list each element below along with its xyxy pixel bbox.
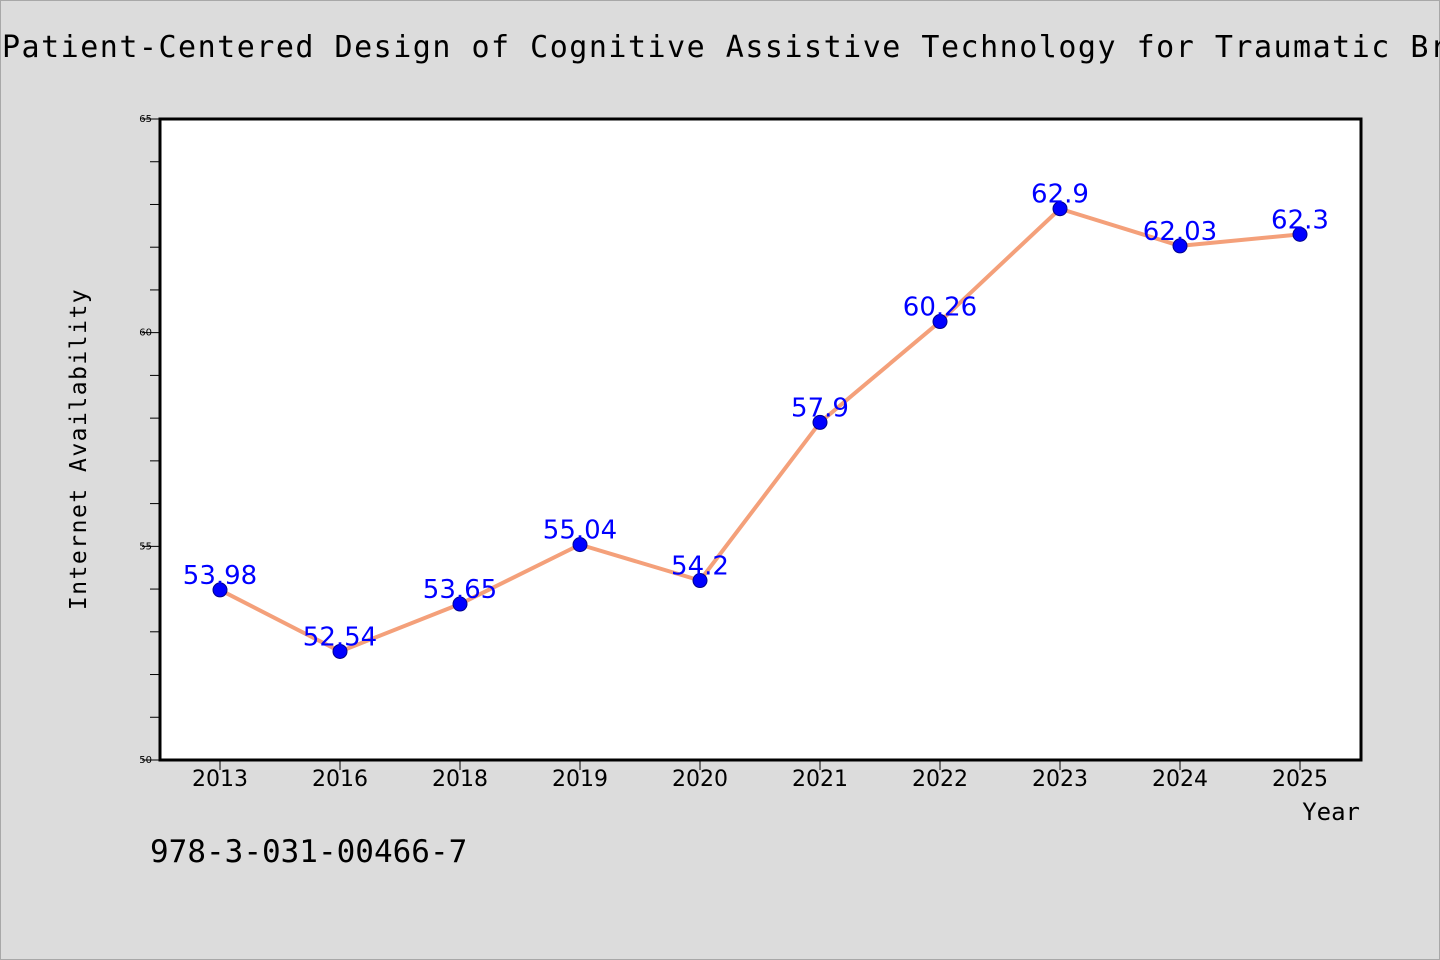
x-tick-label: 2020: [672, 767, 728, 792]
x-axis-label: Year: [1302, 798, 1360, 826]
data-label: 60.26: [903, 293, 977, 323]
data-label: 54.2: [671, 552, 729, 582]
x-tick-label: 2018: [432, 767, 488, 792]
data-label: 53.98: [183, 561, 257, 591]
data-label: 62.03: [1143, 217, 1217, 247]
x-tick-label: 2021: [792, 767, 848, 792]
plot-frame: [158, 117, 1363, 762]
x-axis-ticks: 2013 2016 2018 2019 2020 2021 2022 2023 2024 2025: [192, 760, 1328, 792]
x-tick-label: 2016: [312, 767, 368, 792]
y-axis-ticks: 50 55 60 65: [139, 114, 160, 766]
data-point: [452, 596, 468, 612]
plot-area: [160, 119, 1361, 760]
data-label: 53.65: [423, 575, 497, 605]
x-tick-label: 2013: [192, 767, 248, 792]
isbn-text: 978-3-031-00466-7: [150, 834, 468, 870]
data-labels: 53.98 52.54 53.65 55.04 54.2 57.9 60.26 62.9 62.…: [183, 180, 1329, 653]
y-tick-label: 60: [139, 328, 152, 339]
x-tick-label: 2024: [1152, 767, 1208, 792]
x-tick-label: 2019: [552, 767, 608, 792]
data-label: 57.9: [791, 393, 849, 423]
series-markers: [212, 201, 1308, 659]
data-point: [1052, 201, 1068, 217]
data-point: [332, 643, 348, 659]
x-tick-label: 2022: [912, 767, 968, 792]
data-point: [572, 537, 588, 553]
data-label: 52.54: [303, 622, 377, 652]
data-point: [812, 414, 828, 430]
data-point: [692, 573, 708, 589]
y-tick-label: 65: [139, 114, 152, 125]
x-tick-label: 2025: [1272, 767, 1328, 792]
data-point: [1292, 226, 1308, 242]
series-line: [218, 206, 1302, 654]
data-point: [932, 314, 948, 330]
data-point: [212, 582, 228, 598]
y-tick-label: 50: [139, 755, 152, 766]
y-tick-label: 55: [139, 541, 152, 552]
data-point: [1172, 238, 1188, 254]
data-label: 62.3: [1271, 205, 1329, 235]
data-label: 55.04: [543, 516, 617, 546]
chart-title: Patient-Centered Design of Cognitive Ass…: [2, 30, 1440, 65]
x-tick-label: 2023: [1032, 767, 1088, 792]
y-axis-label: Internet Availability: [66, 288, 92, 610]
data-label: 62.9: [1031, 180, 1089, 210]
